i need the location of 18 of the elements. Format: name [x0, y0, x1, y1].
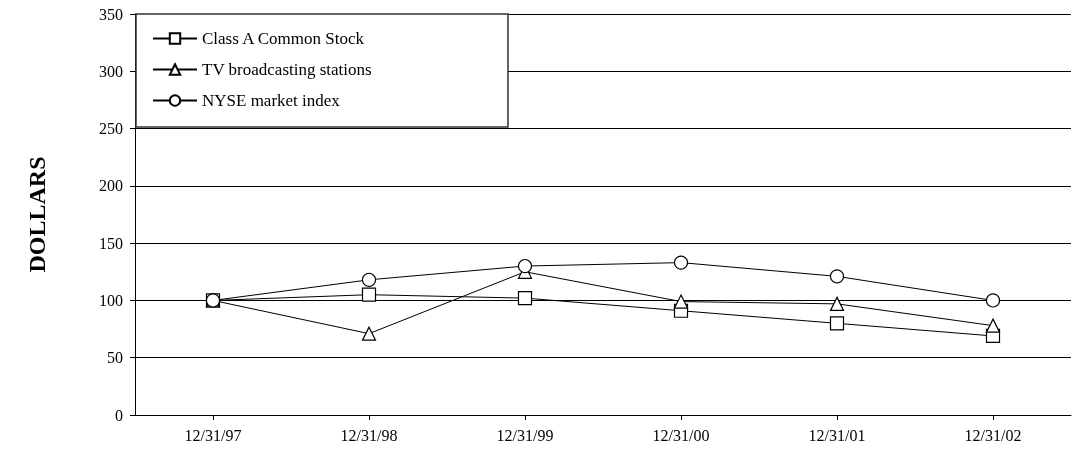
y-tick-label: 250 [99, 120, 123, 138]
legend-label: TV broadcasting stations [202, 60, 372, 79]
legend-label: Class A Common Stock [202, 29, 365, 48]
y-tick-label: 200 [99, 177, 123, 195]
legend-label: NYSE market index [202, 91, 341, 110]
y-tick-label: 300 [99, 62, 123, 80]
y-tick-label: 0 [115, 406, 123, 424]
y-axis-title: DOLLARS [24, 156, 50, 273]
y-tick-label: 100 [99, 291, 123, 309]
x-tick-label: 12/31/97 [184, 426, 242, 444]
y-tick-label: 350 [99, 5, 123, 23]
x-tick-label: 12/31/01 [808, 426, 866, 444]
x-tick-label: 12/31/02 [964, 426, 1022, 444]
y-tick-label: 50 [107, 349, 123, 367]
x-tick-label: 12/31/98 [340, 426, 398, 444]
x-tick-label: 12/31/00 [652, 426, 710, 444]
y-tick-label: 150 [99, 234, 123, 252]
x-tick-label: 12/31/99 [496, 426, 554, 444]
